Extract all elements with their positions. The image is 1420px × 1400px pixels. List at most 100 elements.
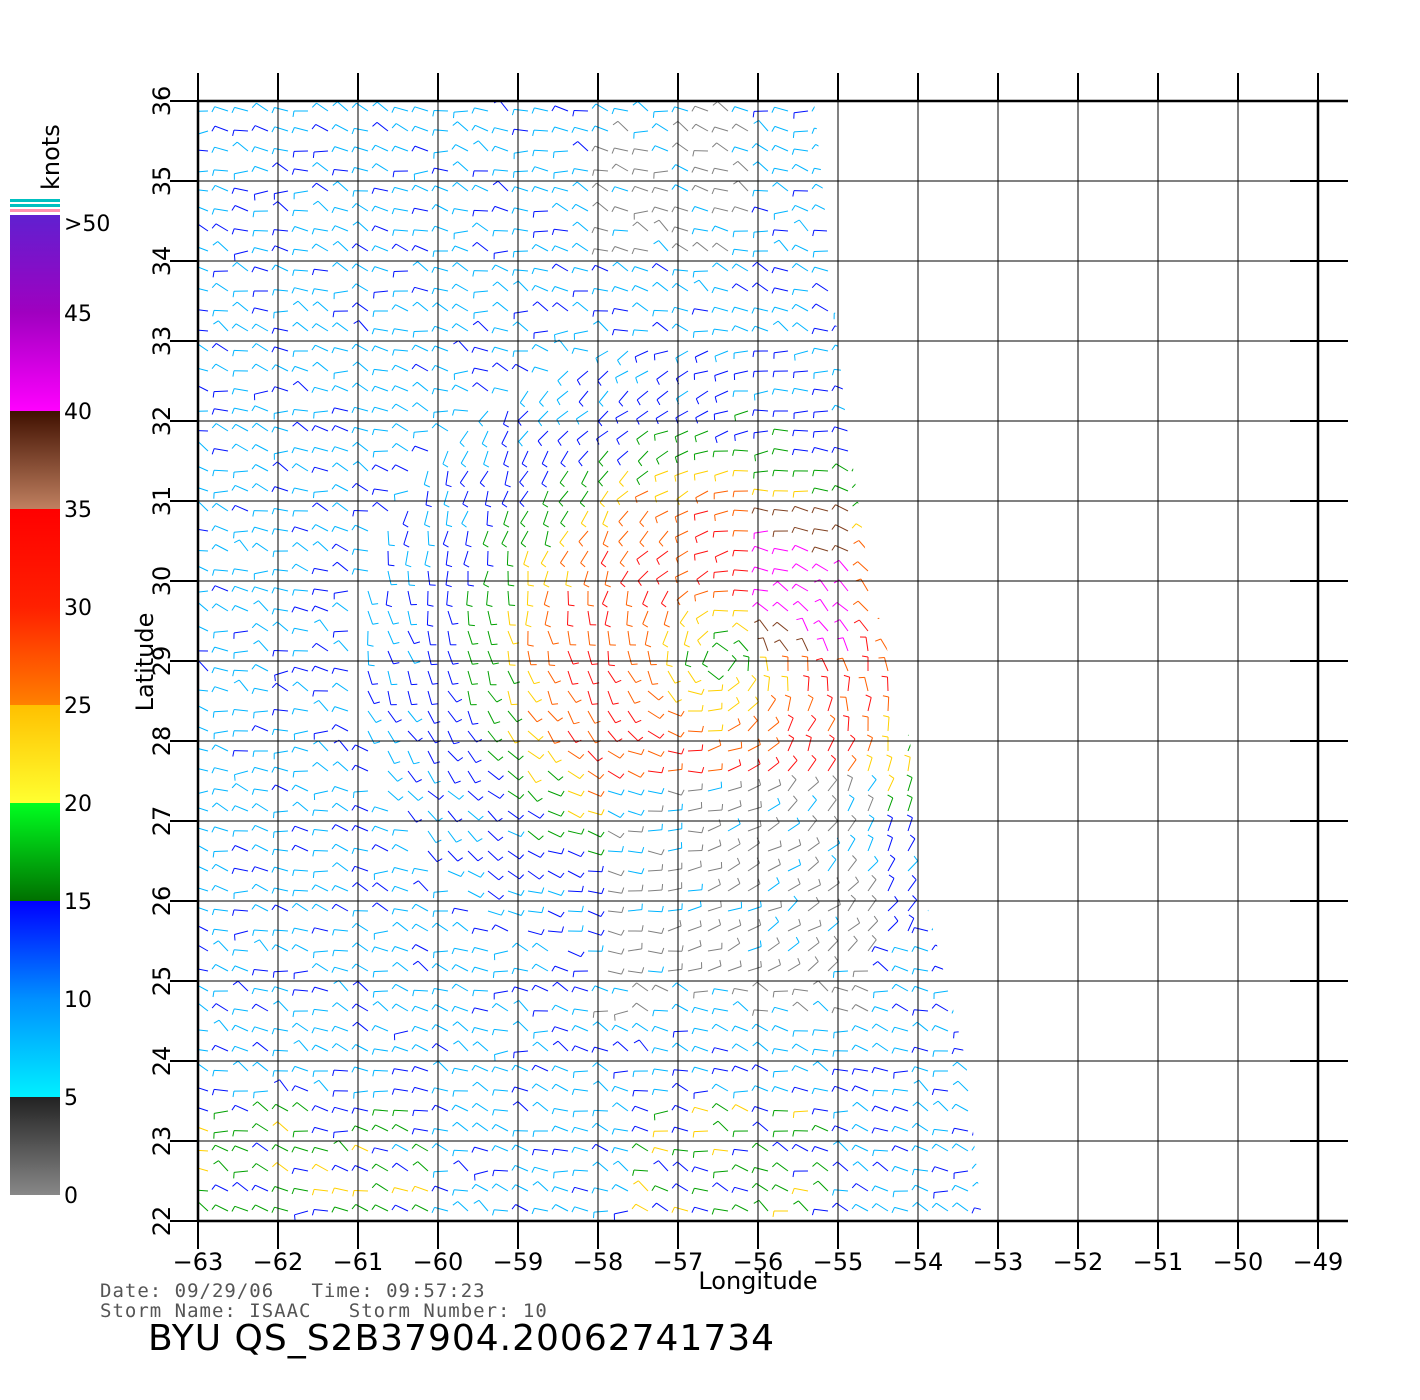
wind-barb (867, 794, 874, 799)
wind-vector (787, 924, 801, 932)
wind-barb (213, 940, 219, 945)
wind-vector (834, 1068, 849, 1072)
wind-barb (592, 1021, 598, 1026)
wind-barb (866, 734, 873, 739)
wind-vector (415, 903, 429, 912)
wind-vector (747, 806, 762, 812)
wind-vector (297, 380, 309, 392)
wind-barb (472, 990, 475, 997)
wind-vector (274, 450, 289, 455)
wind-barb (672, 120, 679, 126)
wind-vector (554, 1170, 569, 1173)
wind-barb (532, 1041, 538, 1047)
wind-barb (952, 1061, 958, 1067)
wind-vector (314, 927, 329, 932)
wind-vector (407, 590, 412, 605)
wind-barb (581, 828, 585, 835)
wind-barb (758, 919, 762, 926)
wind-vector (318, 740, 329, 752)
wind-barb (497, 856, 504, 861)
wind-barb (431, 288, 435, 295)
wind-barb (681, 945, 684, 952)
wind-barb (511, 186, 516, 193)
wind-vector (855, 1044, 869, 1052)
wind-barb (211, 185, 216, 191)
wind-vector (273, 650, 289, 652)
wind-vector (274, 229, 289, 232)
wind-barb (291, 746, 296, 753)
wind-vector (754, 450, 769, 456)
wind-barb (691, 1188, 695, 1195)
wind-vector (518, 1000, 529, 1012)
wind-barb (446, 564, 453, 568)
wind-barb (451, 283, 457, 290)
wind-vector (354, 1090, 369, 1094)
wind-barb (714, 475, 717, 482)
wind-vector (934, 1128, 949, 1132)
wind-barb (311, 269, 315, 276)
wind-barb (512, 1130, 515, 1137)
wind-vector (798, 219, 809, 232)
wind-barb (405, 564, 412, 568)
wind-barb (294, 1214, 296, 1221)
wind-vector (727, 747, 742, 752)
wind-barb (911, 1169, 915, 1176)
wind-barb (946, 834, 953, 839)
wind-barb (193, 1002, 197, 1006)
wind-barb (984, 755, 990, 757)
wind-barb (972, 441, 978, 447)
wind-vector (198, 130, 209, 136)
wind-barb (192, 984, 196, 989)
wind-vector (354, 127, 369, 132)
wind-barb (635, 377, 639, 384)
wind-barb (233, 532, 235, 539)
wind-vector (914, 1009, 929, 1012)
wind-vector (694, 206, 709, 212)
wind-vector (537, 430, 549, 442)
wind-vector (674, 206, 689, 212)
wind-vector (507, 630, 514, 645)
wind-vector (474, 290, 489, 293)
wind-vector (394, 208, 409, 212)
wind-vector (955, 283, 969, 292)
wind-barb (911, 968, 915, 975)
wind-barb (417, 796, 424, 801)
wind-barb (501, 543, 507, 548)
wind-barb (475, 780, 482, 784)
wind-barb (892, 542, 897, 548)
wind-vector (375, 163, 389, 172)
wind-barb (812, 230, 815, 237)
wind-barb (475, 759, 482, 764)
wind-barb (754, 455, 756, 462)
wind-vector (759, 619, 769, 632)
wind-vector (834, 404, 849, 412)
wind-barb (391, 983, 397, 990)
wind-vector (567, 850, 582, 858)
wind-barb (332, 761, 338, 766)
wind-vector (274, 766, 289, 772)
wind-barb (251, 1003, 257, 1010)
wind-vector (467, 770, 476, 784)
wind-vector (794, 1187, 809, 1192)
wind-barb (571, 1206, 576, 1213)
wind-barb (912, 350, 915, 357)
wind-barb (503, 463, 510, 468)
wind-barb (636, 559, 640, 565)
wind-vector (274, 528, 289, 532)
wind-barb (591, 227, 595, 234)
wind-vector (813, 430, 829, 433)
wind-vector (198, 660, 209, 672)
wind-barb (452, 1090, 455, 1097)
wind-barb (351, 1165, 356, 1171)
wind-barb (693, 474, 696, 481)
wind-vector (884, 657, 889, 672)
wind-vector (985, 717, 988, 731)
wind-vector (474, 966, 489, 972)
wind-barb (894, 559, 900, 563)
wind-vector (474, 310, 489, 314)
wind-vector (254, 725, 269, 732)
wind-barb (391, 403, 397, 410)
wind-barb (561, 848, 565, 855)
wind-barb (291, 1022, 297, 1028)
wind-vector (914, 1168, 929, 1172)
